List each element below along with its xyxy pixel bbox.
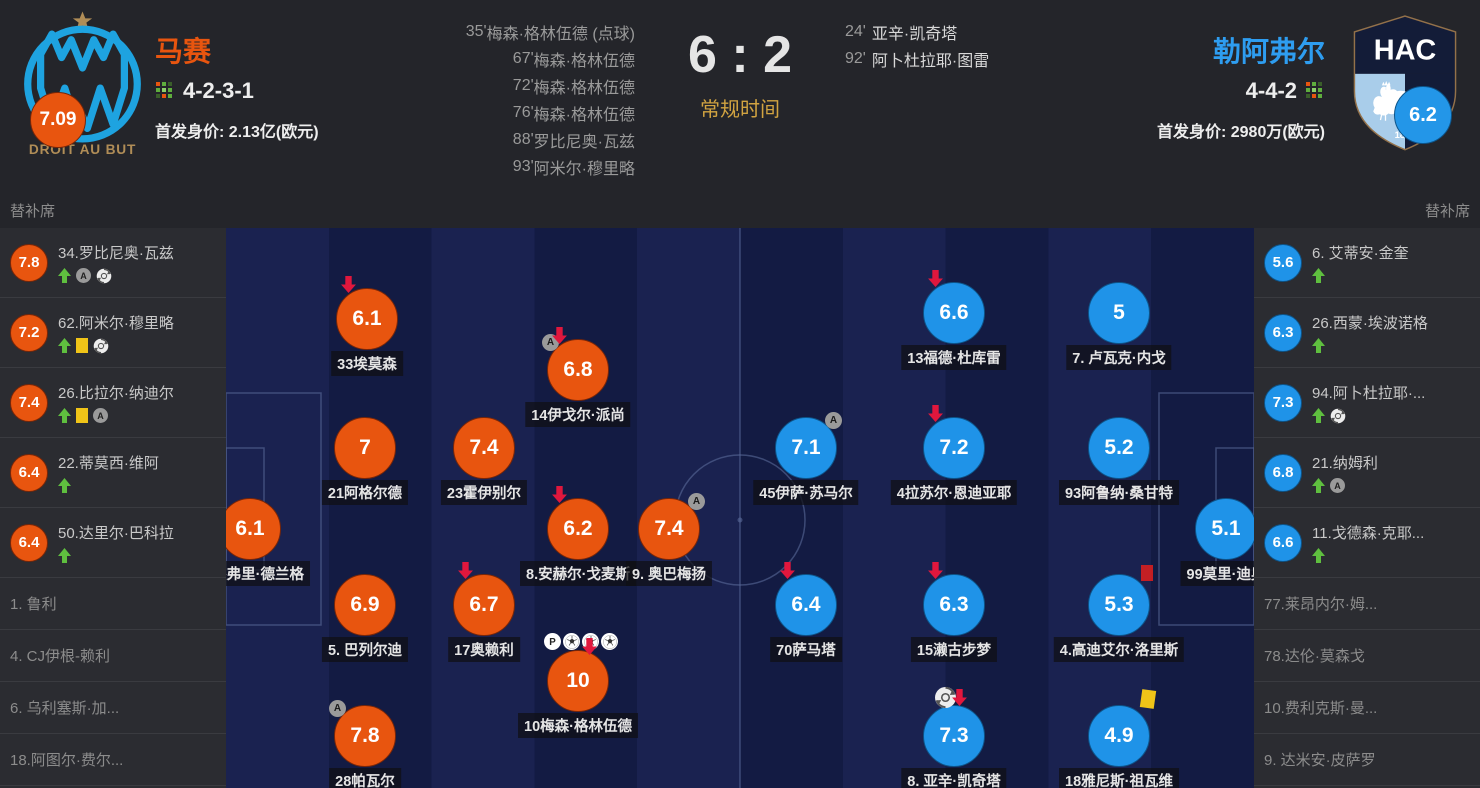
svg-text:HAC: HAC — [1374, 34, 1437, 66]
svg-text:P: P — [549, 637, 556, 648]
